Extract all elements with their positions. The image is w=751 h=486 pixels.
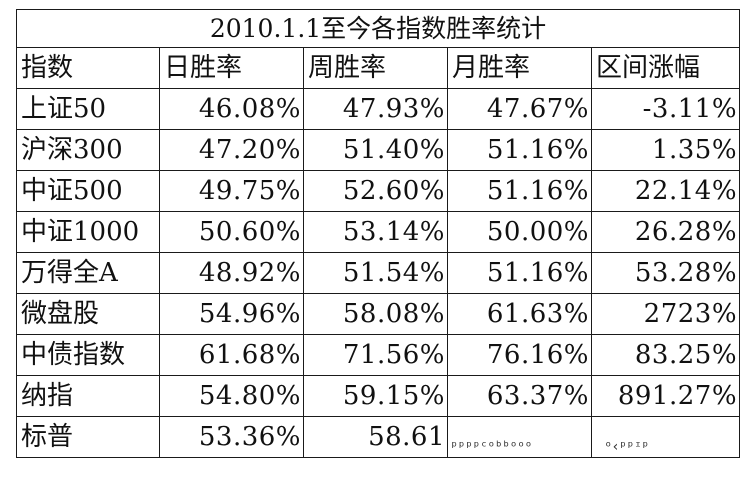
column-header-daily: 日胜率 [159, 47, 304, 89]
column-header-monthly: 月胜率 [447, 47, 592, 89]
range-value-cell: 891.27% [590, 375, 741, 417]
index-name-cell: 中证500 [16, 170, 160, 212]
range-value-cell [590, 416, 741, 458]
daily-value-cell: 50.60% [159, 211, 304, 253]
win-rate-table: 2010.1.1至今各指数胜率统计 指数 日胜率 周胜率 月胜率 区间涨幅 上证… [15, 9, 741, 458]
range-value-cell: 2723% [590, 293, 741, 335]
weekly-value-cell: 51.54% [303, 252, 448, 294]
column-header-range: 区间涨幅 [590, 47, 741, 89]
monthly-value-cell: 51.16% [447, 170, 592, 212]
monthly-value-cell: 63.37% [447, 375, 592, 417]
weekly-value-cell: 58.61 [303, 416, 448, 458]
table-row: 标普 53.36% 58.61 [16, 416, 741, 458]
table-row: 万得全A 48.92% 51.54% 51.16% 53.28% [16, 252, 741, 294]
daily-value-cell: 53.36% [159, 416, 304, 458]
index-name-cell: 上证50 [16, 88, 160, 130]
table-row: 中债指数 61.68% 71.56% 76.16% 83.25% [16, 334, 741, 376]
header-row: 指数 日胜率 周胜率 月胜率 区间涨幅 [16, 47, 741, 89]
weekly-value-cell: 71.56% [303, 334, 448, 376]
monthly-value-cell: 61.63% [447, 293, 592, 335]
weekly-value-cell: 58.08% [303, 293, 448, 335]
garbled-scan-artifact: ᵖᵖᵖᵖᶜᵒᵇᵇᵒᵒᵒ [450, 439, 533, 455]
table-row: 沪深300 47.20% 51.40% 51.16% 1.35% [16, 129, 741, 171]
daily-value-cell: 48.92% [159, 252, 304, 294]
weekly-value-cell: 51.40% [303, 129, 448, 171]
monthly-value-cell: 47.67% [447, 88, 592, 130]
range-value-cell: 1.35% [590, 129, 741, 171]
index-name-cell: 微盘股 [16, 293, 160, 335]
table-row: 中证1000 50.60% 53.14% 50.00% 26.28% [16, 211, 741, 253]
range-value-cell: 53.28% [590, 252, 741, 294]
column-header-weekly: 周胜率 [303, 47, 448, 89]
index-name-cell: 沪深300 [16, 129, 160, 171]
weekly-value-cell: 47.93% [303, 88, 448, 130]
table-row: 微盘股 54.96% 58.08% 61.63% 2723% [16, 293, 741, 335]
index-name-cell: 纳指 [16, 375, 160, 417]
garbled-scan-artifact-2: ᵒ‹ᵖᵖᶦᵖ [604, 439, 650, 455]
index-name-cell: 万得全A [16, 252, 160, 294]
index-name-cell: 中证1000 [16, 211, 160, 253]
index-name-cell: 中债指数 [16, 334, 160, 376]
index-name-cell: 标普 [16, 416, 160, 458]
monthly-value-cell: 76.16% [447, 334, 592, 376]
range-value-cell: -3.11% [590, 88, 741, 130]
weekly-value-cell: 59.15% [303, 375, 448, 417]
daily-value-cell: 49.75% [159, 170, 304, 212]
daily-value-cell: 61.68% [159, 334, 304, 376]
monthly-value-cell: 51.16% [447, 129, 592, 171]
monthly-value-cell [447, 416, 592, 458]
daily-value-cell: 47.20% [159, 129, 304, 171]
table-row: 纳指 54.80% 59.15% 63.37% 891.27% [16, 375, 741, 417]
daily-value-cell: 54.96% [159, 293, 304, 335]
daily-value-cell: 46.08% [159, 88, 304, 130]
table-row: 中证500 49.75% 52.60% 51.16% 22.14% [16, 170, 741, 212]
column-header-index: 指数 [16, 47, 160, 89]
weekly-value-cell: 53.14% [303, 211, 448, 253]
stats-table-container: 2010.1.1至今各指数胜率统计 指数 日胜率 周胜率 月胜率 区间涨幅 上证… [15, 9, 741, 477]
weekly-value-cell: 52.60% [303, 170, 448, 212]
daily-value-cell: 54.80% [159, 375, 304, 417]
monthly-value-cell: 51.16% [447, 252, 592, 294]
range-value-cell: 83.25% [590, 334, 741, 376]
monthly-value-cell: 50.00% [447, 211, 592, 253]
range-value-cell: 26.28% [590, 211, 741, 253]
table-row: 上证50 46.08% 47.93% 47.67% -3.11% [16, 88, 741, 130]
range-value-cell: 22.14% [590, 170, 741, 212]
table-title: 2010.1.1至今各指数胜率统计 [15, 9, 741, 48]
